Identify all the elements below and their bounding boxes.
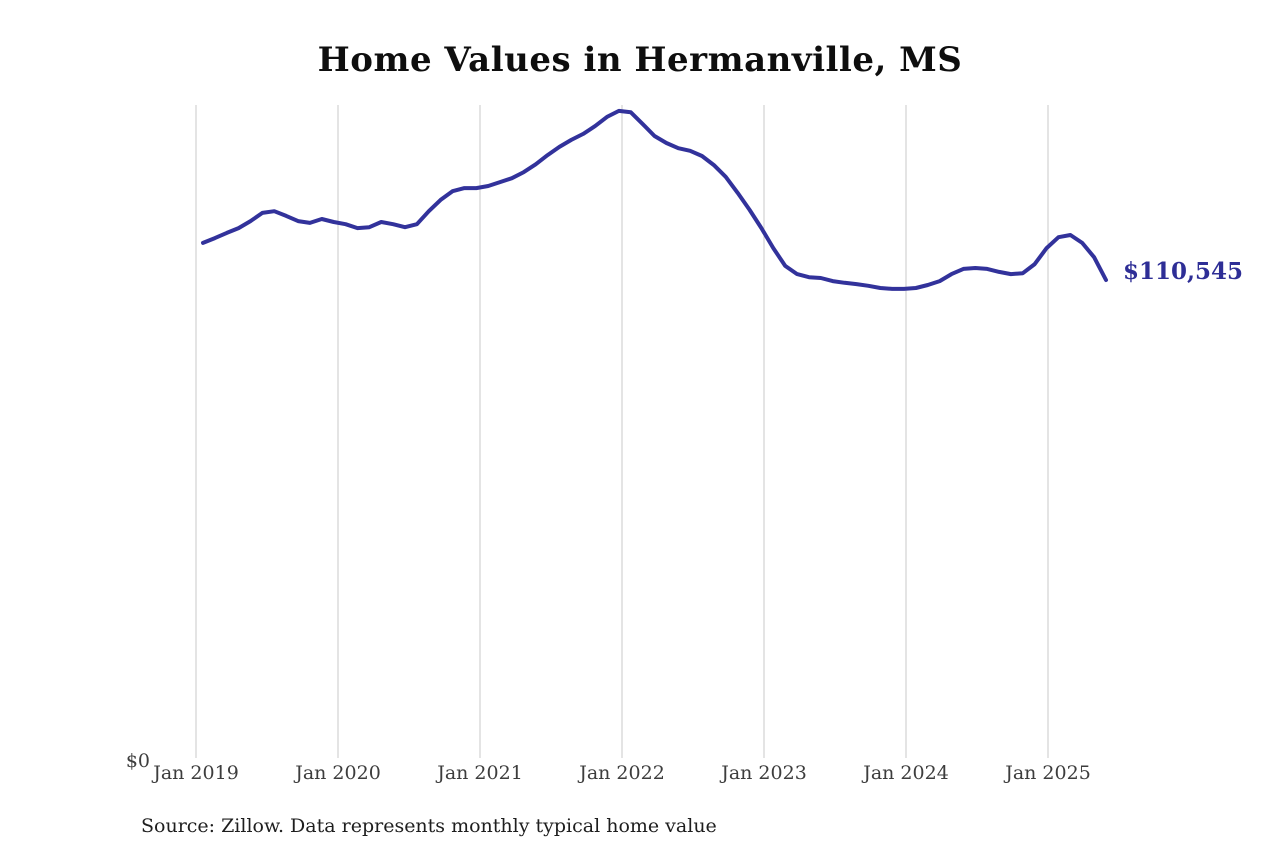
source-attribution: Source: Zillow. Data represents monthly … — [141, 815, 717, 837]
x-tick-label: Jan 2023 — [721, 762, 807, 784]
x-tick-label: Jan 2019 — [153, 762, 239, 784]
vertical-gridlines — [195, 105, 1049, 758]
y-axis-zero-label: $0 — [125, 750, 150, 772]
x-tick-label: Jan 2022 — [579, 762, 665, 784]
chart-title: Home Values in Hermanville, MS — [317, 40, 963, 80]
home-value-line-series — [201, 108, 1108, 291]
x-tick-label: Jan 2024 — [863, 762, 949, 784]
latest-value-label: $110,545 — [1123, 258, 1244, 285]
x-tick-label: Jan 2025 — [1005, 762, 1091, 784]
x-tick-label: Jan 2021 — [437, 762, 523, 784]
x-tick-label: Jan 2020 — [295, 762, 381, 784]
